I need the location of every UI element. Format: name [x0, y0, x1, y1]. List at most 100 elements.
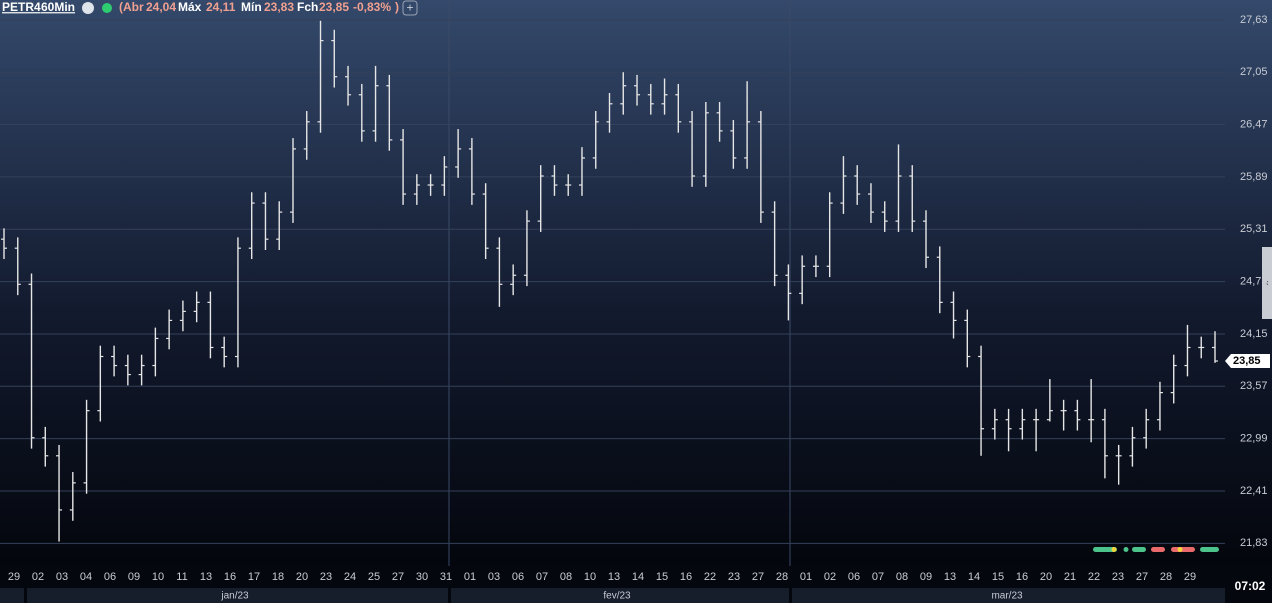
plot-background: [0, 0, 1272, 566]
x-tick-label: 08: [560, 571, 572, 583]
close-paren: ): [395, 0, 399, 14]
x-tick-label: 14: [632, 571, 644, 583]
last-price-marker: [1225, 354, 1270, 369]
x-tick-label: 23: [320, 571, 332, 583]
high-value: 24,11: [206, 0, 236, 14]
x-tick-label: 15: [992, 571, 1004, 583]
indicator-dots: [1093, 547, 1219, 552]
open-label: (Abr: [119, 0, 144, 14]
x-tick-label: 07: [536, 571, 548, 583]
y-tick-label: 25,31: [1240, 223, 1268, 235]
status-dot: [1093, 547, 1117, 552]
change-value: -0,83%: [353, 0, 391, 14]
x-tick-label: 06: [848, 571, 860, 583]
close-label: Fch: [297, 0, 318, 14]
status-dot: [1151, 547, 1165, 552]
open-value: 24,04: [146, 0, 176, 14]
status-dot: [1200, 547, 1219, 552]
x-tick-label: 16: [224, 571, 236, 583]
x-tick-label: 17: [248, 571, 260, 583]
x-tick-label: 13: [608, 571, 620, 583]
x-tick-label: 23: [728, 571, 740, 583]
x-tick-label: 28: [776, 571, 788, 583]
x-tick-label: 02: [824, 571, 836, 583]
status-dot: [1177, 547, 1183, 552]
y-tick-label: 24,15: [1240, 328, 1268, 340]
status-dot: [1111, 547, 1117, 552]
y-tick-label: 26,47: [1240, 118, 1268, 130]
x-tick-label: 22: [1088, 571, 1100, 583]
y-tick-label: 27,05: [1240, 66, 1268, 78]
low-value: 23,83: [264, 0, 294, 14]
x-tick-label: 24: [344, 571, 356, 583]
low-label: Mín: [241, 0, 262, 14]
x-tick-label: 02: [32, 571, 44, 583]
month-bar: [0, 588, 1225, 603]
x-tick-label: 15: [656, 571, 668, 583]
x-tick-label: 16: [680, 571, 692, 583]
x-tick-label: 29: [8, 571, 20, 583]
x-tick-label: 29: [1184, 571, 1196, 583]
add-button[interactable]: [402, 0, 418, 16]
header: PETR4 60Min (Abr 24,04 Máx 24,11 Mín 23,…: [2, 0, 418, 16]
month-label: jan/23: [220, 591, 249, 602]
month-label: mar/23: [991, 591, 1023, 602]
x-tick-label: 07: [872, 571, 884, 583]
x-tick-label: 11: [176, 571, 187, 583]
month-separator: [448, 588, 451, 603]
add-icon: +: [406, 1, 413, 15]
x-tick-label: 13: [944, 571, 956, 583]
x-tick-label: 10: [152, 571, 164, 583]
last-price-label: 23,85: [1233, 355, 1261, 367]
date-axis-background: [0, 566, 1272, 588]
x-tick-label: 13: [200, 571, 212, 583]
x-tick-label: 06: [104, 571, 116, 583]
x-tick-label: 10: [584, 571, 596, 583]
x-tick-label: 03: [488, 571, 500, 583]
status-dot: [1132, 547, 1146, 552]
x-tick-label: 27: [1136, 571, 1148, 583]
x-tick-label: 20: [296, 571, 308, 583]
status-dot: [1171, 547, 1195, 552]
y-tick-label: 27,63: [1240, 14, 1268, 26]
y-tick-label: 23,57: [1240, 380, 1268, 392]
x-tick-label: 01: [464, 571, 476, 583]
interval[interactable]: 60Min: [41, 0, 75, 14]
x-tick-label: 04: [80, 571, 92, 583]
time-box: [1225, 571, 1272, 603]
month-separator: [789, 588, 792, 603]
settings-icon[interactable]: [82, 2, 94, 14]
handle-arrow: ‹: [1265, 278, 1268, 289]
x-tick-label: 31: [440, 571, 452, 583]
month-label: fev/23: [603, 591, 631, 602]
x-tick-label: 06: [512, 571, 524, 583]
live-indicator: [102, 3, 112, 13]
x-tick-label: 09: [128, 571, 140, 583]
clock: 07:02: [1235, 579, 1266, 593]
y-tick-label: 22,41: [1240, 485, 1268, 497]
x-tick-label: 27: [752, 571, 764, 583]
x-tick-label: 23: [1112, 571, 1124, 583]
x-tick-label: 28: [1160, 571, 1172, 583]
x-tick-label: 08: [896, 571, 908, 583]
x-tick-label: 18: [272, 571, 284, 583]
high-label: Máx: [178, 0, 202, 14]
x-tick-label: 30: [416, 571, 428, 583]
x-tick-label: 21: [1064, 571, 1076, 583]
x-tick-label: 09: [920, 571, 932, 583]
x-tick-label: 25: [368, 571, 380, 583]
status-dot: [1123, 547, 1129, 552]
x-tick-label: 22: [704, 571, 716, 583]
symbol[interactable]: PETR4: [2, 0, 41, 14]
x-tick-label: 27: [392, 571, 404, 583]
y-tick-label: 24,73: [1240, 276, 1268, 288]
close-value: 23,85: [319, 0, 349, 14]
x-tick-label: 16: [1016, 571, 1028, 583]
y-tick-label: 21,83: [1240, 537, 1268, 549]
side-handle[interactable]: [1262, 247, 1272, 319]
x-tick-label: 14: [968, 571, 980, 583]
x-tick-label: 03: [56, 571, 68, 583]
y-tick-label: 25,89: [1240, 171, 1268, 183]
